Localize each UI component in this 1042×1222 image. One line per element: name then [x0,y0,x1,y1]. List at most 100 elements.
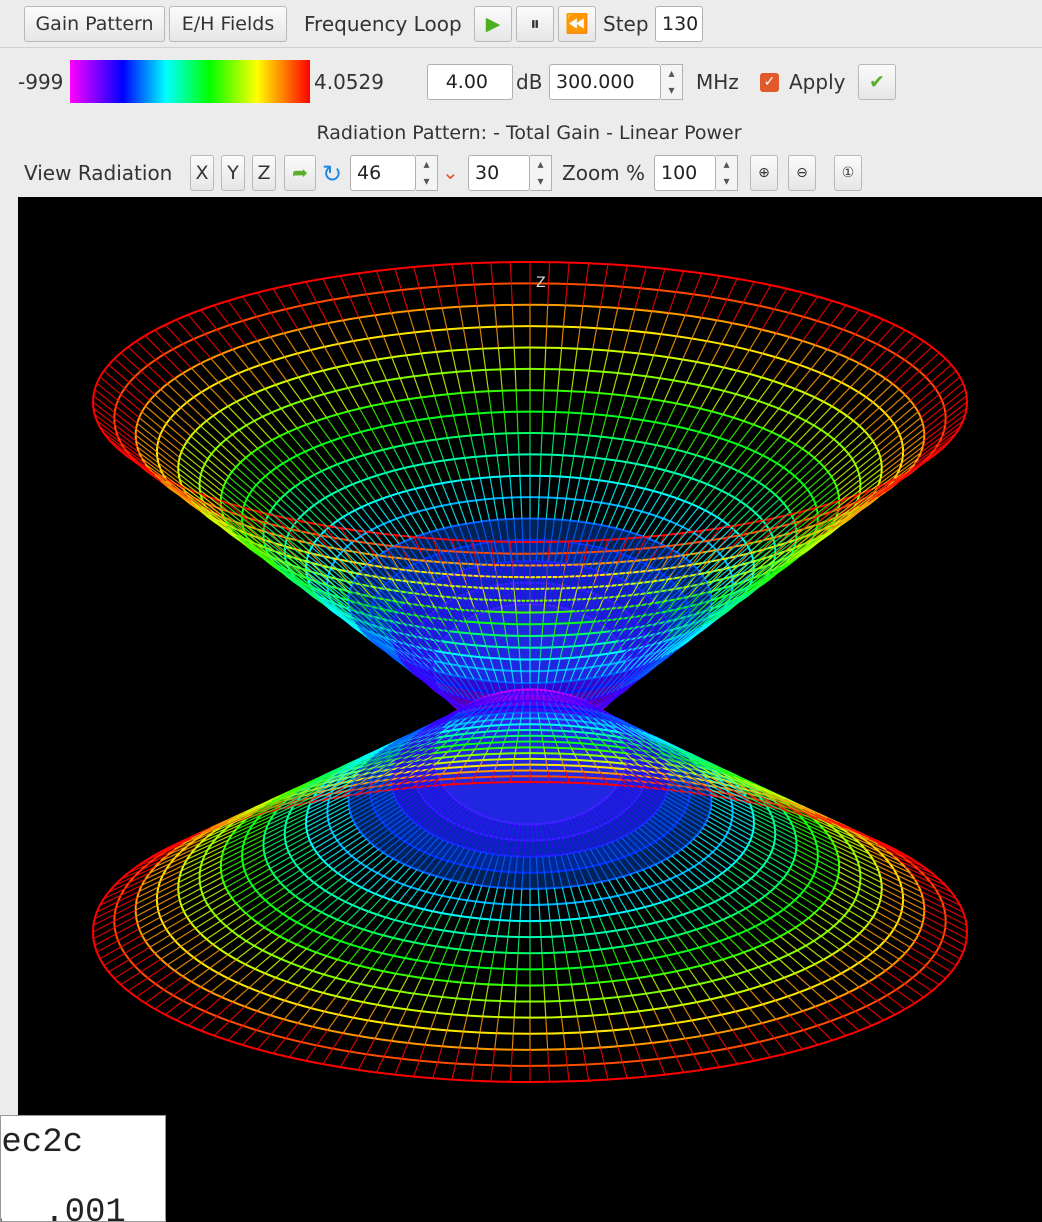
wire-spoke [221,510,265,545]
wire-spoke [623,309,636,353]
wire-spoke [577,885,591,918]
tilt-input[interactable]: 30 [468,155,530,191]
wire-spoke [345,460,376,502]
wire-spoke [772,340,804,382]
wire-spoke [880,876,924,899]
wire-spoke [549,635,555,660]
wire-spoke [716,478,753,518]
wire-spoke [600,394,613,437]
rotate-spin[interactable]: ▴ ▾ [416,155,438,191]
wire-spoke [750,804,793,826]
wire-spoke [392,546,426,587]
eh-fields-button[interactable]: E/H Fields [169,6,287,42]
wire-spoke [438,807,468,838]
wire-spoke [276,565,318,597]
wire-spoke [671,624,706,653]
wire-spoke [616,601,656,641]
wire-spoke [651,1042,666,1075]
wire-spoke [924,401,968,436]
wire-spoke [458,436,471,480]
rotate-button[interactable]: ➦ [284,155,316,191]
wire-spoke [706,819,749,846]
wire-spoke [623,617,666,654]
wire-spoke [699,534,741,573]
wire-spoke [276,502,318,540]
wire-spoke [476,759,484,772]
wire-spoke [650,356,669,400]
zoom-out-button[interactable]: ⊖ [788,155,816,191]
pause-button[interactable]: ⏸ [516,6,554,42]
wire-spoke [569,434,579,478]
wire-spoke [695,414,724,456]
wire-spoke [625,834,656,865]
wire-spoke [723,779,748,795]
wire-spoke [473,522,488,565]
wire-spoke [823,362,860,403]
wire-spoke [164,986,202,1016]
wire-spoke [784,798,816,815]
zoom-spin[interactable]: ▴ ▾ [716,155,738,191]
wire-spoke [771,392,806,433]
wire-spoke [611,751,625,764]
wire-spoke [313,880,350,909]
wire-spoke [235,466,277,504]
step-input[interactable]: 130 [655,6,703,42]
wire-spoke [316,827,358,854]
wire-spoke [136,446,180,480]
wire-spoke [138,870,182,892]
wire-spoke [200,823,241,844]
freq-input[interactable]: 300.000 [549,64,661,100]
wire-spoke [99,426,143,459]
wire-spoke [794,520,828,549]
wire-spoke [513,347,517,391]
wire-spoke [206,819,246,838]
wire-spoke [561,477,571,520]
wire-spoke [313,823,356,850]
wire-spoke [700,1035,721,1068]
apply-checkbox[interactable]: ✓ [760,73,779,92]
zoom-reset-button[interactable]: ① [834,155,862,191]
db-input[interactable]: 4.00 [427,64,513,100]
wire-spoke [311,819,354,846]
wire-spoke [450,717,467,731]
wire-spoke [210,358,246,398]
wire-spoke [657,808,698,836]
wire-spoke [884,970,925,998]
wire-spoke [864,847,906,868]
wire-spoke [654,500,686,542]
tilt-spin[interactable]: ▴ ▾ [530,155,552,191]
wire-spoke [796,839,840,862]
wire-spoke [758,557,796,588]
wire-spoke [836,451,879,487]
wire-spoke [584,676,602,701]
wire-spoke [154,927,196,954]
y-button[interactable]: Y [221,155,245,191]
wire-spoke [611,715,637,730]
gain-pattern-button[interactable]: Gain Pattern [24,6,165,42]
z-button[interactable]: Z [252,155,276,191]
wire-spoke [441,761,453,775]
wire-spoke [638,549,673,589]
wire-spoke [319,534,361,573]
wire-spoke [598,350,609,394]
wire-spoke [771,543,806,572]
wire-spoke [872,858,915,880]
wire-spoke [360,506,394,548]
apply-button[interactable]: ✔ [858,64,896,100]
wire-spoke [804,968,839,998]
zoom-input[interactable]: 100 [654,155,716,191]
z-axis-label: Z [536,275,546,291]
x-button[interactable]: X [190,155,214,191]
play-button[interactable]: ▶ [474,6,512,42]
rewind-button[interactable]: ⏪ [558,6,596,42]
wire-spoke [566,521,579,565]
wire-spoke [582,263,590,307]
freq-spin[interactable]: ▴ ▾ [661,64,683,100]
zoom-in-button[interactable]: ⊕ [750,155,778,191]
wire-spoke [352,795,396,821]
rotate-input[interactable]: 46 [350,155,416,191]
wire-spoke [267,552,310,585]
wire-spoke [616,536,644,578]
wire-spoke [136,899,180,924]
wire-spoke [617,538,628,563]
